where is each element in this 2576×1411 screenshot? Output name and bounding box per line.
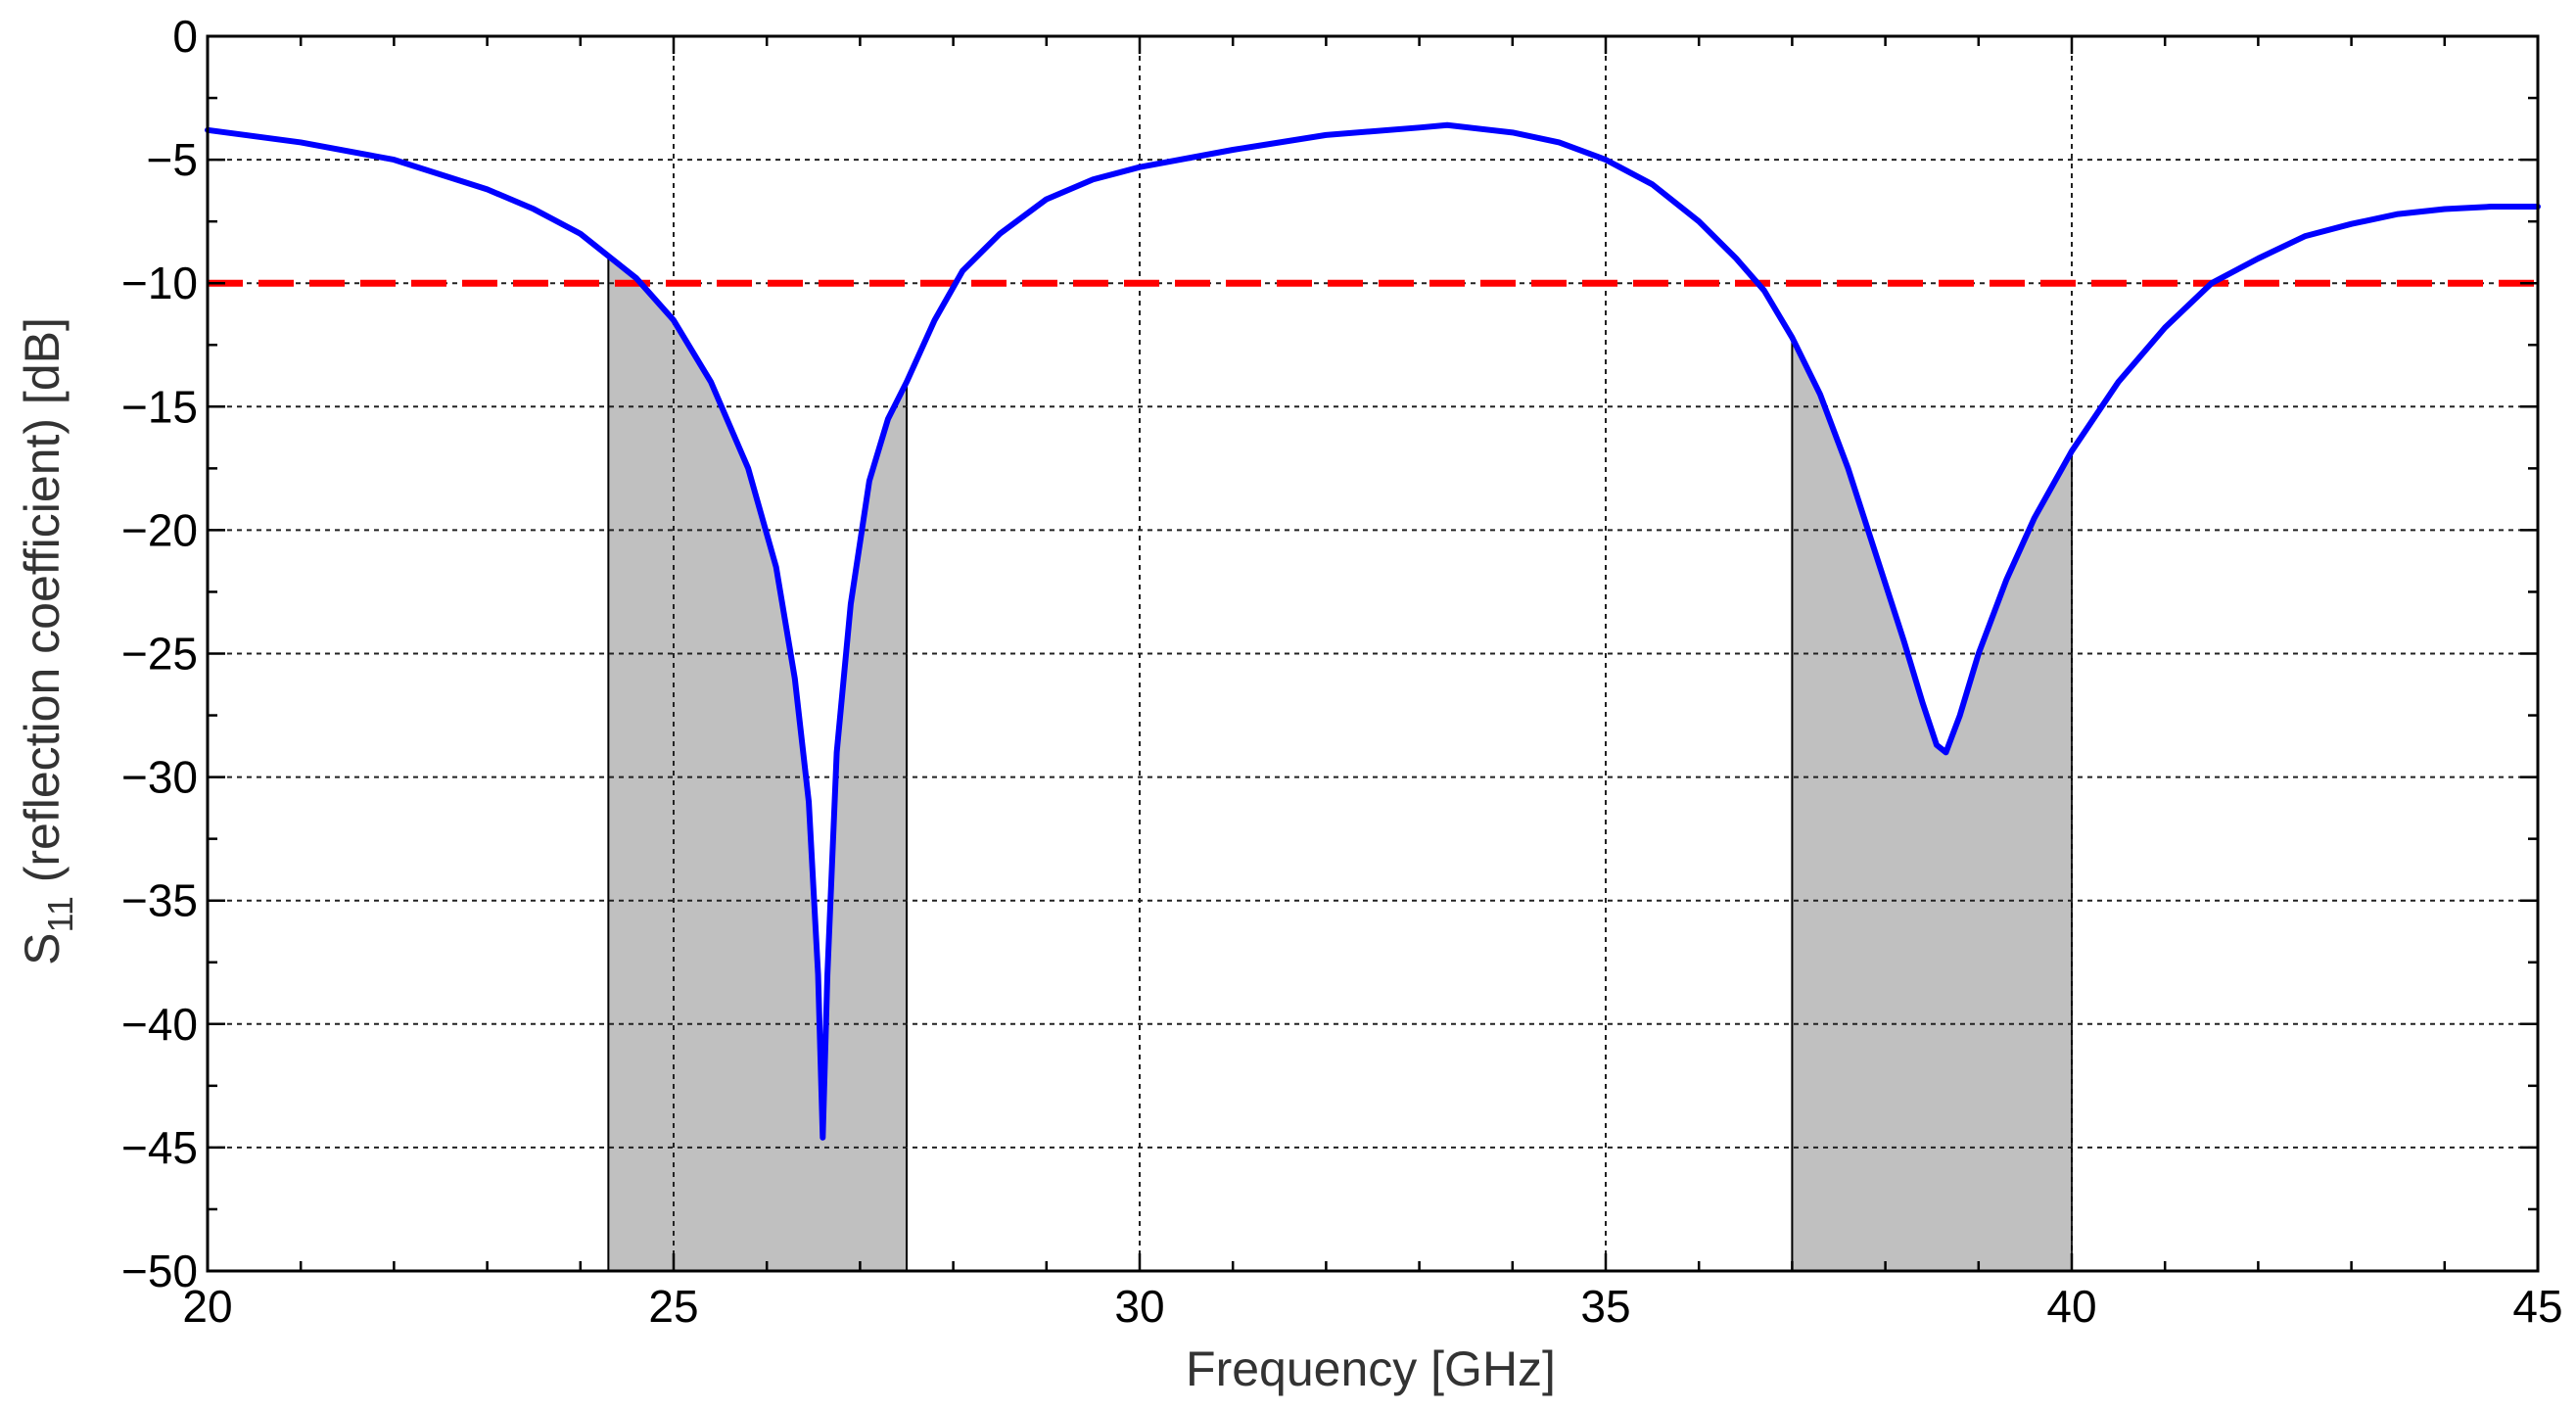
- y-tick-label-9: −45: [121, 1122, 198, 1173]
- series-layer: [205, 121, 2541, 1141]
- x-tick-label-20: 20: [182, 1281, 232, 1332]
- shaded-band-2: [1791, 337, 2073, 1272]
- y-tick-label-0: 0: [172, 11, 198, 62]
- y-tick-label-5: −25: [121, 629, 198, 680]
- shaded-bands: [607, 254, 2073, 1272]
- x-tick-label-30: 30: [1114, 1281, 1164, 1332]
- shaded-band-1: [607, 254, 908, 1272]
- tick-marks: [206, 34, 2540, 1273]
- x-tick-label-25: 25: [648, 1281, 698, 1332]
- y-tick-label-1: −5: [147, 134, 198, 185]
- x-tick-labels: 20 25 30 35 40 45: [182, 1281, 2562, 1332]
- y-axis-label: S11 (reflection coefficient) [dB]: [15, 317, 80, 965]
- y-tick-label-4: −20: [121, 504, 198, 555]
- x-tick-label-40: 40: [2046, 1281, 2096, 1332]
- series-line-s11: [205, 121, 2541, 1141]
- y-tick-label-10: −50: [121, 1246, 198, 1296]
- y-tick-label-6: −30: [121, 752, 198, 803]
- y-tick-label-7: −35: [121, 875, 198, 926]
- y-axis-label-subscript: 11: [40, 896, 80, 932]
- y-tick-labels: 0 −5 −10 −15 −20 −25 −30 −35 −40 −45 −50: [121, 11, 198, 1296]
- x-tick-label-45: 45: [2512, 1281, 2562, 1332]
- y-tick-label-2: −10: [121, 258, 198, 308]
- y-axis-label-main: S: [15, 933, 70, 965]
- y-tick-label-8: −40: [121, 999, 198, 1050]
- x-axis-label: Frequency [GHz]: [1186, 1341, 1556, 1396]
- y-axis-label-rest: (reflection coefficient) [dB]: [15, 317, 70, 896]
- y-tick-label-3: −15: [121, 381, 198, 432]
- x-tick-label-35: 35: [1580, 1281, 1630, 1332]
